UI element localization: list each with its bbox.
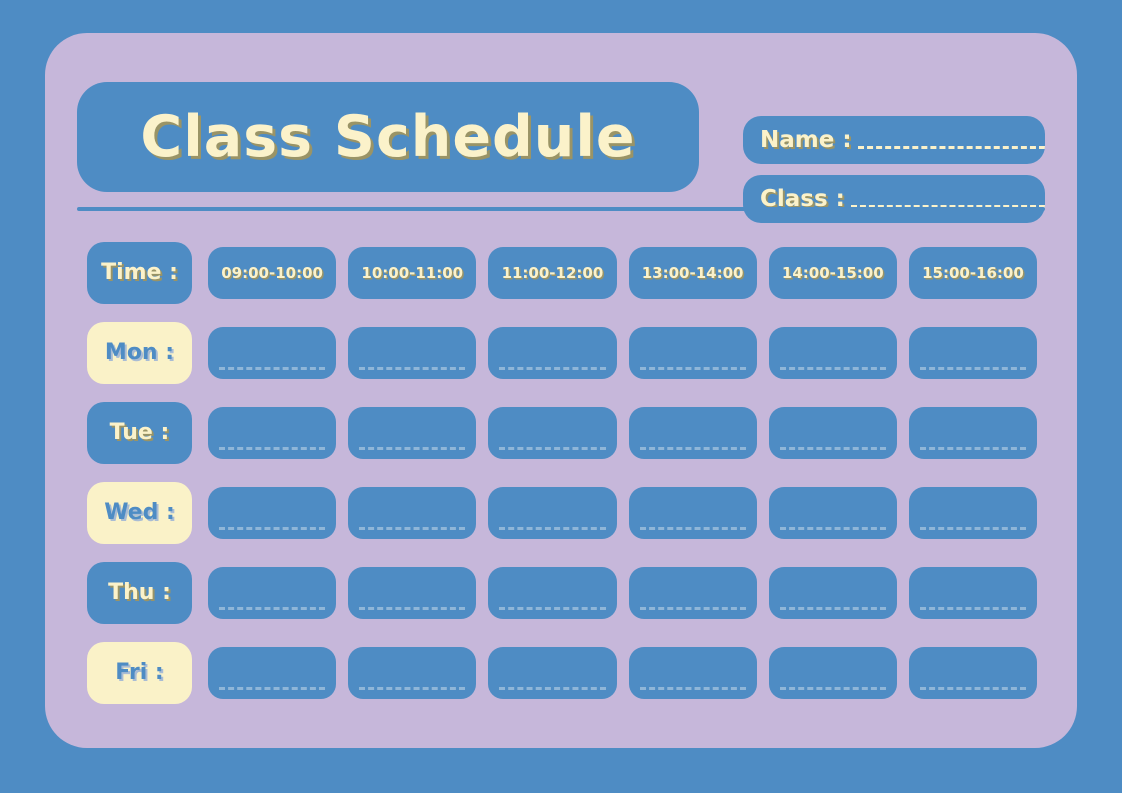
schedule-entry[interactable] [348,327,477,379]
class-field-label: Class : [760,185,845,212]
time-slot: 10:00-11:00 [348,247,477,299]
schedule-entry[interactable] [908,327,1038,379]
time-slot: 13:00-14:00 [628,247,757,299]
schedule-entry[interactable] [208,647,337,699]
name-field-writein-line[interactable] [857,145,1045,149]
schedule-entry[interactable] [488,407,617,459]
schedule-entry[interactable] [908,567,1038,619]
day-label-text: Wed : [104,500,175,525]
schedule-entry[interactable] [488,327,617,379]
schedule-entry[interactable] [768,407,897,459]
time-slot-text: 13:00-14:00 [641,263,744,282]
schedule-entry[interactable] [768,647,897,699]
time-slot-list: 09:00-10:00 10:00-11:00 11:00-12:00 13:0… [208,247,1038,299]
class-field-writein-line[interactable] [850,204,1045,208]
schedule-entry[interactable] [208,407,337,459]
day-label-thu: Thu : [87,562,192,624]
time-header-label: Time : [87,242,192,304]
day-label-text: Fri : [115,660,164,685]
schedule-entry[interactable] [348,567,477,619]
day-label-wed: Wed : [87,482,192,544]
schedule-entry[interactable] [348,407,477,459]
day-label-fri: Fri : [87,642,192,704]
day-label-mon: Mon : [87,322,192,384]
schedule-card: Class Schedule Name : Class : Time : 09:… [45,33,1077,748]
time-slot: 11:00-12:00 [488,247,617,299]
name-field[interactable]: Name : [743,116,1045,164]
name-field-label: Name : [760,126,852,153]
schedule-entry[interactable] [348,647,477,699]
day-entries-wed [208,487,1038,539]
schedule-entry[interactable] [908,407,1038,459]
schedule-entry[interactable] [628,407,757,459]
time-slot: 14:00-15:00 [768,247,897,299]
schedule-entry[interactable] [628,567,757,619]
time-slot-text: 11:00-12:00 [501,263,604,282]
time-slot: 09:00-10:00 [208,247,337,299]
day-entries-thu [208,567,1038,619]
class-field[interactable]: Class : [743,175,1045,223]
time-slot-text: 15:00-16:00 [922,263,1024,282]
schedule-entry[interactable] [628,647,757,699]
schedule-row-wed: Wed : [87,473,1038,553]
time-slot-text: 10:00-11:00 [361,263,464,282]
schedule-row-tue: Tue : [87,393,1038,473]
schedule-entry[interactable] [348,487,477,539]
schedule-entry[interactable] [208,327,337,379]
schedule-entry[interactable] [488,567,617,619]
title-banner: Class Schedule [77,82,699,192]
header: Class Schedule Name : Class : [77,73,1045,223]
day-label-text: Mon : [104,340,175,365]
time-slot: 15:00-16:00 [908,247,1038,299]
schedule-entry[interactable] [488,487,617,539]
day-entries-mon [208,327,1038,379]
schedule-entry[interactable] [768,327,897,379]
time-header-label-text: Time : [101,260,178,285]
schedule-grid: Time : 09:00-10:00 10:00-11:00 11:00-12:… [87,233,1038,713]
schedule-entry[interactable] [908,487,1038,539]
schedule-row-thu: Thu : [87,553,1038,633]
schedule-entry[interactable] [768,567,897,619]
day-label-text: Thu : [108,580,171,605]
day-entries-fri [208,647,1038,699]
schedule-row-fri: Fri : [87,633,1038,713]
time-slot-text: 09:00-10:00 [221,263,323,282]
time-slot-text: 14:00-15:00 [781,263,884,282]
day-label-text: Tue : [109,420,170,445]
time-header-row: Time : 09:00-10:00 10:00-11:00 11:00-12:… [87,233,1038,313]
schedule-entry[interactable] [908,647,1038,699]
page-title: Class Schedule [140,103,636,170]
schedule-entry[interactable] [628,327,757,379]
schedule-entry[interactable] [208,567,337,619]
day-label-tue: Tue : [87,402,192,464]
header-divider [77,207,1045,211]
schedule-entry[interactable] [768,487,897,539]
day-entries-tue [208,407,1038,459]
schedule-entry[interactable] [208,487,337,539]
schedule-entry[interactable] [488,647,617,699]
schedule-entry[interactable] [628,487,757,539]
schedule-row-mon: Mon : [87,313,1038,393]
